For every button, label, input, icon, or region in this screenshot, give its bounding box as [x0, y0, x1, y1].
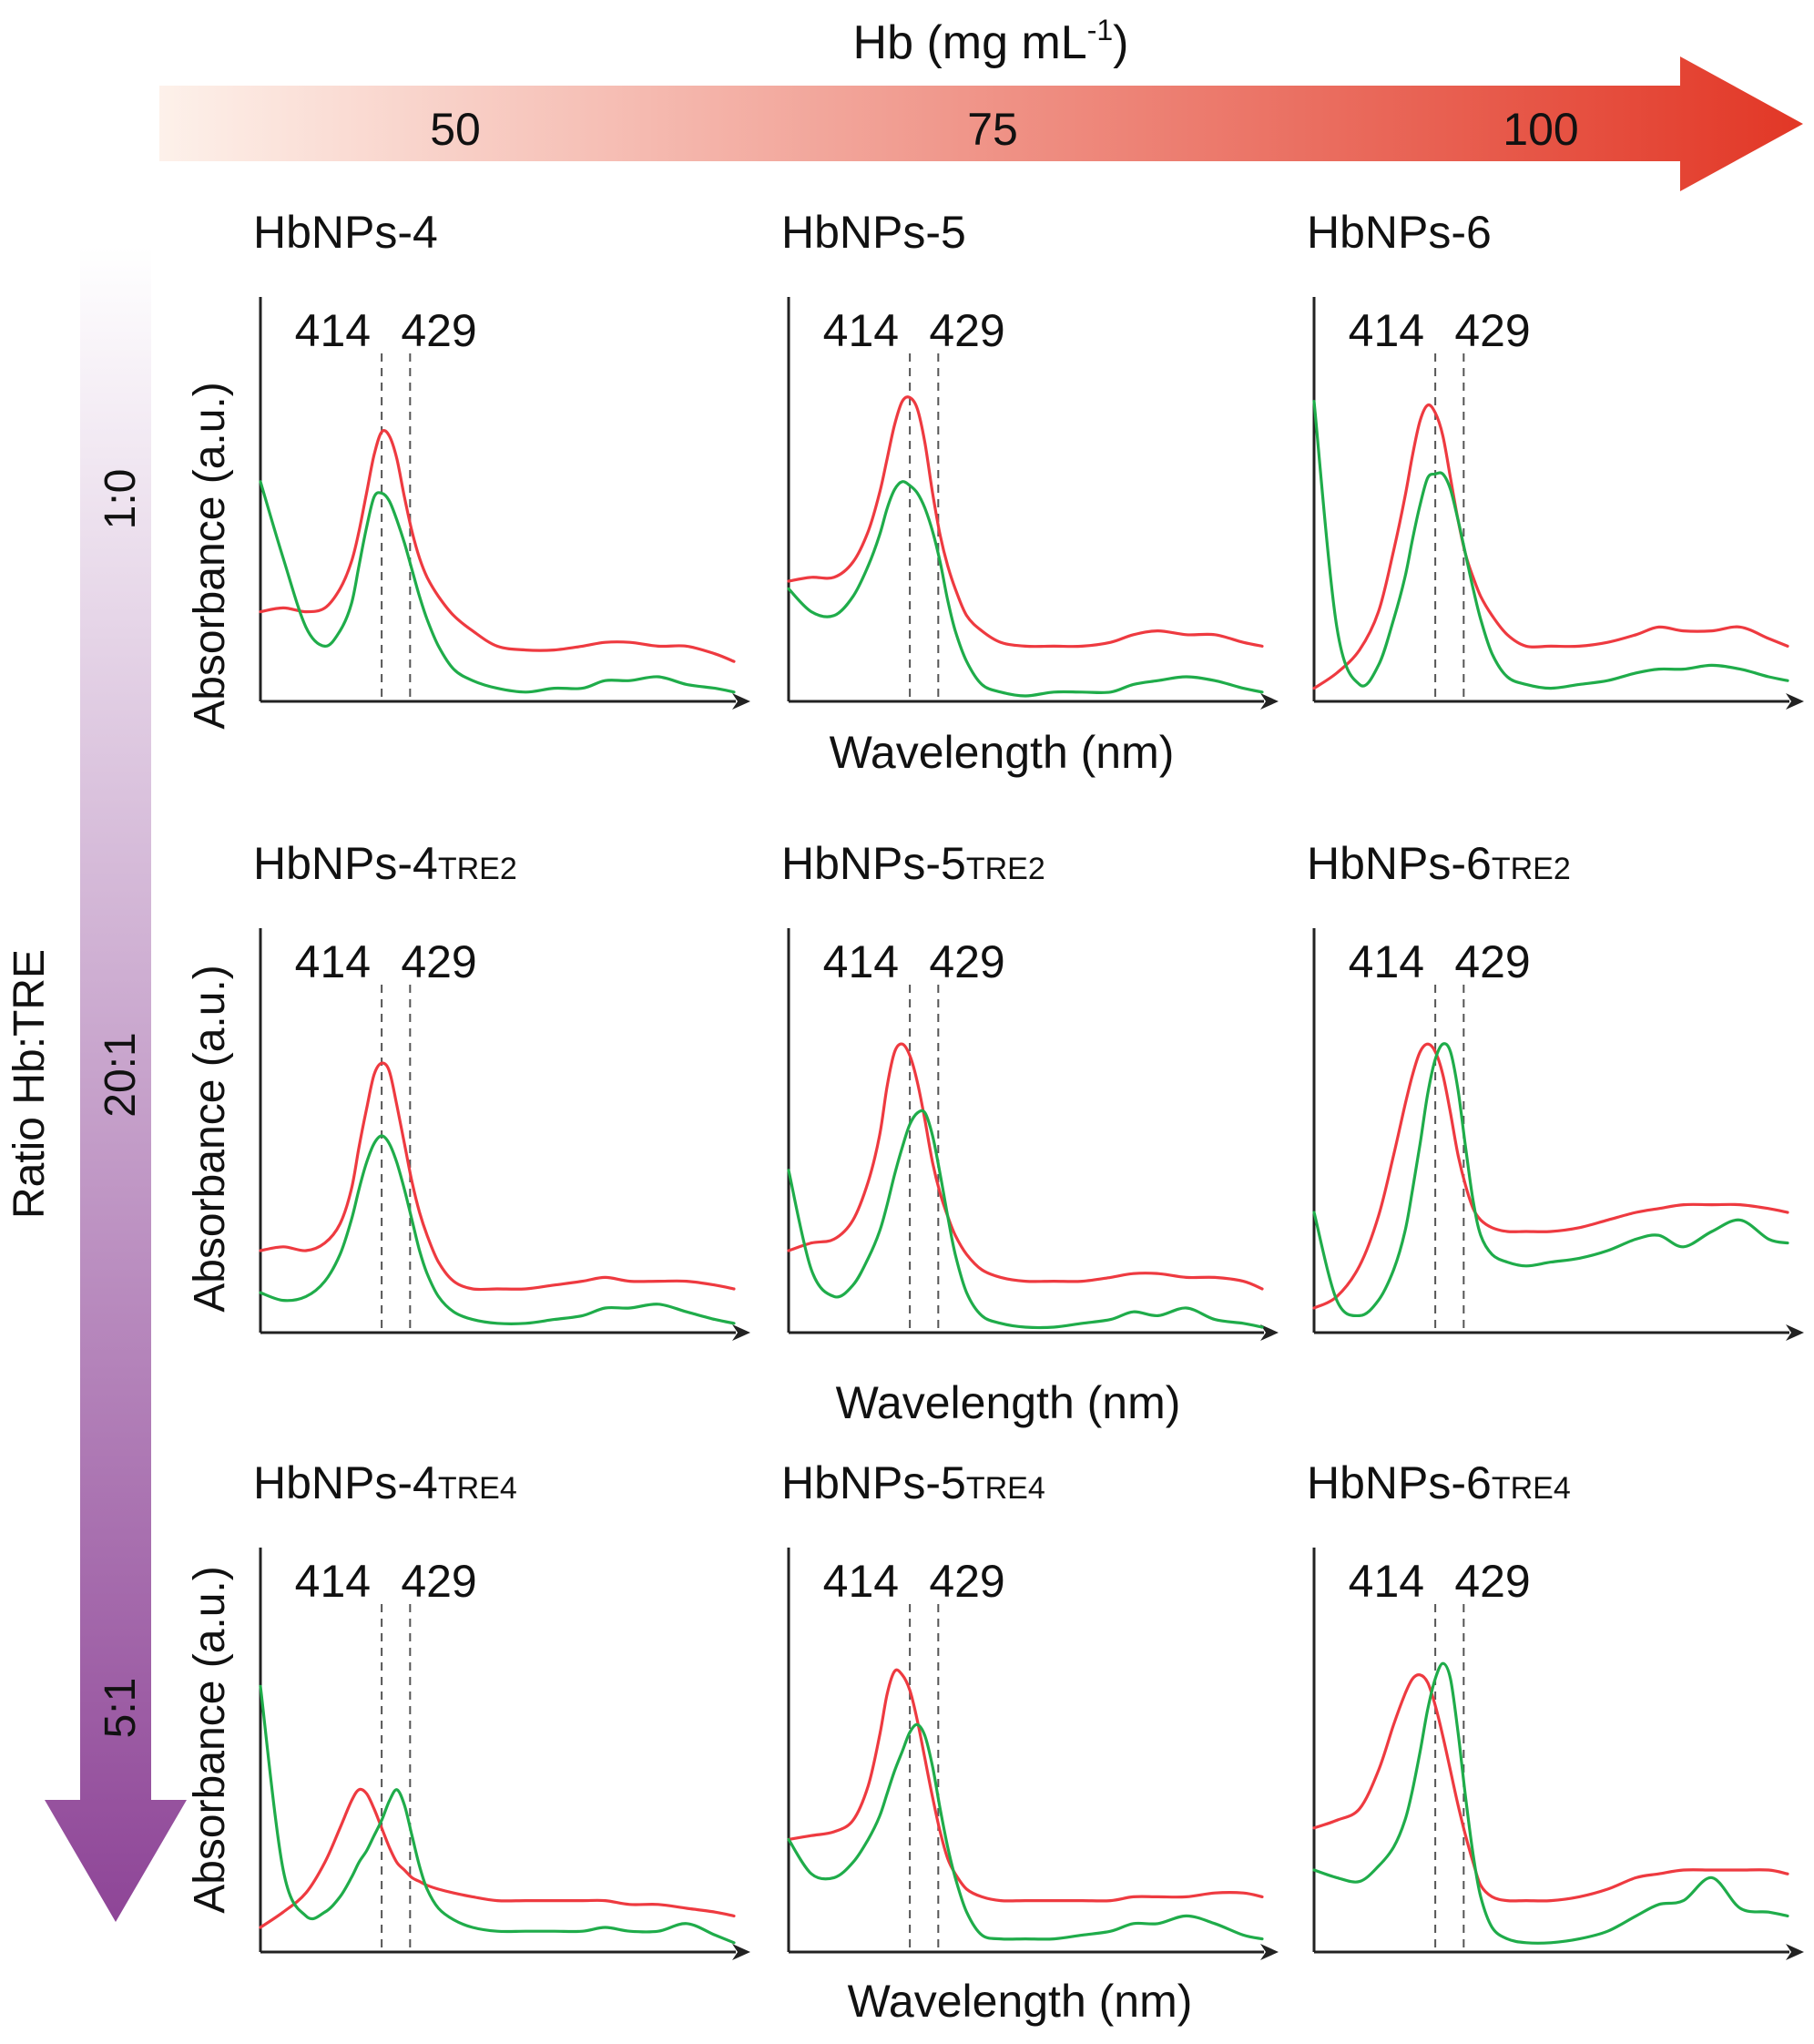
panel-2: HbNPs-5 414 429: [781, 207, 1279, 710]
y-axis-label-row-3: Absorbance (a.u.): [186, 1566, 234, 1914]
ratio-tick-20-1: 20:1: [97, 1032, 145, 1117]
panel-7: HbNPs-4TRE4 414 429: [253, 1457, 750, 1960]
panel-title-main: HbNPs-4: [253, 1457, 438, 1508]
panel-title-main: HbNPs-6: [1307, 1457, 1492, 1508]
concentration-tick-75: 75: [967, 104, 1018, 155]
panel-title-main: HbNPs-5: [781, 838, 966, 889]
x-axis-arrowhead: [1786, 1324, 1804, 1341]
concentration-tick-50: 50: [430, 104, 481, 155]
ratio-tick-5-1: 5:1: [97, 1678, 145, 1739]
peak-label-414: 414: [1349, 936, 1424, 987]
panel-title: HbNPs-6TRE4: [1307, 1457, 1571, 1508]
peak-label-414: 414: [823, 1556, 899, 1607]
peak-label-429: 429: [929, 305, 1004, 356]
panel-3: HbNPs-6 414 429: [1307, 207, 1804, 710]
panel-title: HbNPs-5TRE4: [781, 1457, 1045, 1508]
peak-label-414: 414: [823, 305, 899, 356]
peak-label-414: 414: [295, 936, 371, 987]
y-axis-label-row-2: Absorbance (a.u.): [186, 965, 234, 1313]
panel-title-main: HbNPs-6: [1307, 838, 1492, 889]
panel-title: HbNPs-4: [253, 207, 438, 258]
concentration-tick-100: 100: [1503, 104, 1578, 155]
panel-title: HbNPs-6: [1307, 207, 1492, 258]
series-red-line: [1312, 403, 1789, 690]
peak-label-429: 429: [929, 1556, 1004, 1607]
panel-title-suffix: TRE4: [966, 1471, 1045, 1506]
panel-title-main: HbNPs-6: [1307, 207, 1492, 258]
panel-title: HbNPs-4TRE4: [253, 1457, 517, 1508]
x-axis-arrowhead: [1260, 1944, 1279, 1960]
x-axis-arrowhead: [1786, 693, 1804, 710]
peak-label-429: 429: [929, 936, 1004, 987]
concentration-arrow: Hb (mg mL-1) 50 75 100: [159, 14, 1803, 191]
series-green-line: [1312, 1661, 1789, 1945]
series-green-line: [259, 1134, 736, 1325]
peak-label-429: 429: [1454, 1556, 1530, 1607]
peak-label-429: 429: [401, 305, 476, 356]
panel-title-main: HbNPs-4: [253, 838, 438, 889]
peak-label-414: 414: [823, 936, 899, 987]
x-axis-arrowhead: [1260, 693, 1279, 710]
y-axis-label-row-1: Absorbance (a.u.): [186, 382, 234, 730]
series-red-line: [259, 1061, 736, 1292]
peak-label-414: 414: [1349, 1556, 1424, 1607]
x-axis-arrowhead: [732, 1324, 750, 1341]
panel-title: HbNPs-5: [781, 207, 966, 258]
peak-label-429: 429: [1454, 936, 1530, 987]
x-axis-label-row-1: Wavelength (nm): [830, 727, 1175, 778]
panel-title-suffix: TRE2: [438, 852, 517, 886]
peak-label-429: 429: [401, 936, 476, 987]
panel-title-suffix: TRE4: [1492, 1471, 1571, 1506]
series-green-line: [1312, 1042, 1789, 1318]
series-red-line: [787, 395, 1264, 649]
series-green-line: [787, 1722, 1264, 1941]
panel-title-main: HbNPs-5: [781, 1457, 966, 1508]
panel-6: HbNPs-6TRE2 414 429: [1307, 838, 1804, 1341]
x-axis-label-row-3: Wavelength (nm): [848, 1976, 1193, 2027]
series-red-line: [787, 1668, 1264, 1903]
peak-label-414: 414: [1349, 305, 1424, 356]
panel-1: HbNPs-4 414 429: [253, 207, 750, 710]
panel-8: HbNPs-5TRE4 414 429: [781, 1457, 1279, 1960]
series-green-line: [787, 1109, 1264, 1330]
series-red-line: [259, 429, 736, 663]
x-axis-arrowhead: [732, 693, 750, 710]
x-axis-arrowhead: [732, 1944, 750, 1960]
panel-title-suffix: TRE4: [438, 1471, 517, 1506]
panel-title: HbNPs-4TRE2: [253, 838, 517, 889]
panel-title-main: HbNPs-5: [781, 207, 966, 258]
series-green-line: [259, 480, 736, 694]
series-red-line: [1312, 1042, 1789, 1310]
ratio-tick-1-0: 1:0: [97, 469, 145, 530]
x-axis-arrowhead: [1786, 1944, 1804, 1960]
series-red-line: [787, 1042, 1264, 1291]
x-axis-label-row-2: Wavelength (nm): [836, 1377, 1181, 1428]
panel-9: HbNPs-6TRE4 414 429: [1307, 1457, 1804, 1960]
x-axis-arrowhead: [1260, 1324, 1279, 1341]
concentration-arrow-shape: [159, 56, 1803, 191]
peak-label-429: 429: [401, 1556, 476, 1607]
ratio-arrow: Ratio Hb:TRE 1:0 20:1 5:1: [5, 246, 187, 1922]
panel-title: HbNPs-5TRE2: [781, 838, 1045, 889]
panel-4: HbNPs-4TRE2 414 429: [253, 838, 750, 1341]
peak-label-414: 414: [295, 1556, 371, 1607]
panel-title-suffix: TRE2: [966, 852, 1045, 886]
ratio-arrow-shape: [45, 246, 187, 1922]
series-red-line: [259, 1787, 736, 1929]
panel-title-suffix: TRE2: [1492, 852, 1571, 886]
series-green-line: [259, 1684, 736, 1945]
peak-label-414: 414: [295, 305, 371, 356]
panel-title-main: HbNPs-4: [253, 207, 438, 258]
panel-title: HbNPs-6TRE2: [1307, 838, 1571, 889]
series-green-line: [1312, 400, 1789, 690]
series-green-line: [787, 480, 1264, 698]
ratio-arrow-title: Ratio Hb:TRE: [5, 949, 54, 1219]
concentration-arrow-title: Hb (mg mL-1): [853, 14, 1129, 69]
series-red-line: [1312, 1673, 1789, 1903]
panel-5: HbNPs-5TRE2 414 429: [781, 838, 1279, 1341]
peak-label-429: 429: [1454, 305, 1530, 356]
